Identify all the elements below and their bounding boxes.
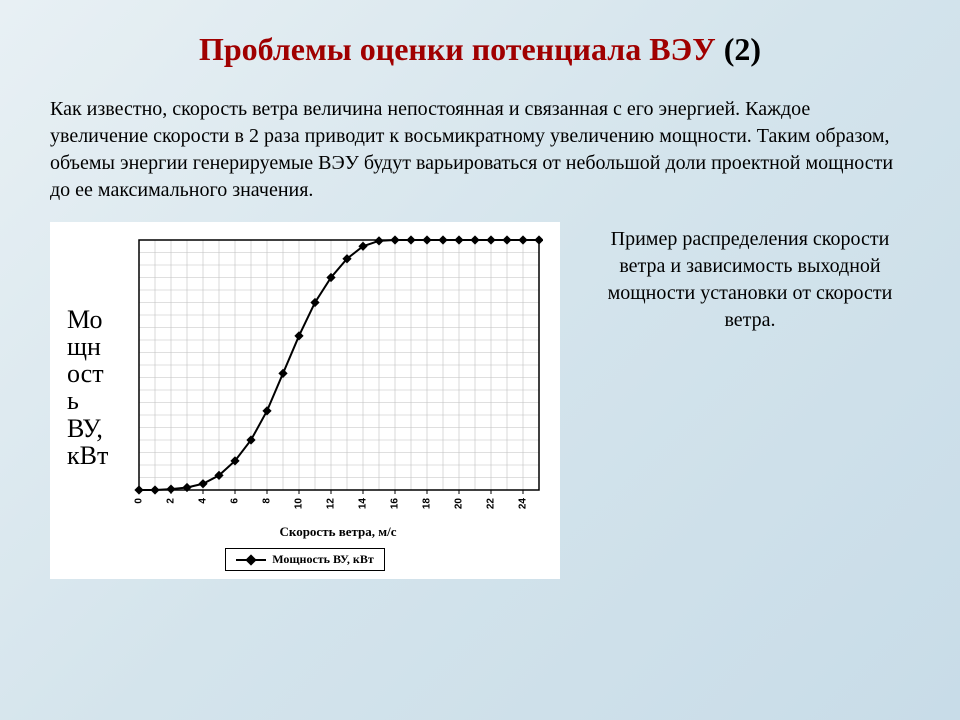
- chart-caption: Пример распределения скорости ветра и за…: [590, 222, 910, 334]
- svg-text:14: 14: [358, 498, 369, 510]
- svg-text:10: 10: [294, 498, 305, 510]
- legend-text: Мощность ВУ, кВт: [272, 552, 373, 567]
- svg-text:20: 20: [454, 498, 465, 510]
- slide: Проблемы оценки потенциала ВЭУ (2) Как и…: [0, 0, 960, 720]
- svg-text:6: 6: [230, 498, 241, 504]
- y-axis-label: МощностьВУ,кВт: [67, 306, 127, 470]
- legend-marker-icon: [236, 555, 266, 565]
- svg-text:0: 0: [134, 498, 145, 504]
- svg-text:2: 2: [166, 498, 177, 504]
- slide-title: Проблемы оценки потенциала ВЭУ (2): [50, 30, 910, 68]
- plot-wrap: 024681012141618202224 Скорость ветра, м/…: [133, 234, 543, 540]
- svg-text:16: 16: [390, 498, 401, 510]
- chart-row: МощностьВУ,кВт 024681012141618202224 Ско…: [67, 234, 543, 540]
- lower-row: МощностьВУ,кВт 024681012141618202224 Ско…: [50, 222, 910, 579]
- title-text: Проблемы оценки потенциала ВЭУ: [199, 31, 724, 67]
- power-curve-chart: 024681012141618202224: [133, 234, 543, 520]
- svg-text:18: 18: [422, 498, 433, 510]
- body-paragraph: Как известно, скорость ветра величина не…: [50, 96, 910, 204]
- chart-container: МощностьВУ,кВт 024681012141618202224 Ско…: [50, 222, 560, 579]
- svg-text:24: 24: [518, 498, 529, 510]
- svg-text:4: 4: [198, 498, 209, 504]
- x-axis-label: Скорость ветра, м/с: [279, 524, 396, 540]
- svg-text:8: 8: [262, 498, 273, 504]
- svg-text:12: 12: [326, 498, 337, 510]
- chart-legend: Мощность ВУ, кВт: [225, 548, 384, 571]
- title-number: (2): [724, 31, 761, 67]
- svg-text:22: 22: [486, 498, 497, 510]
